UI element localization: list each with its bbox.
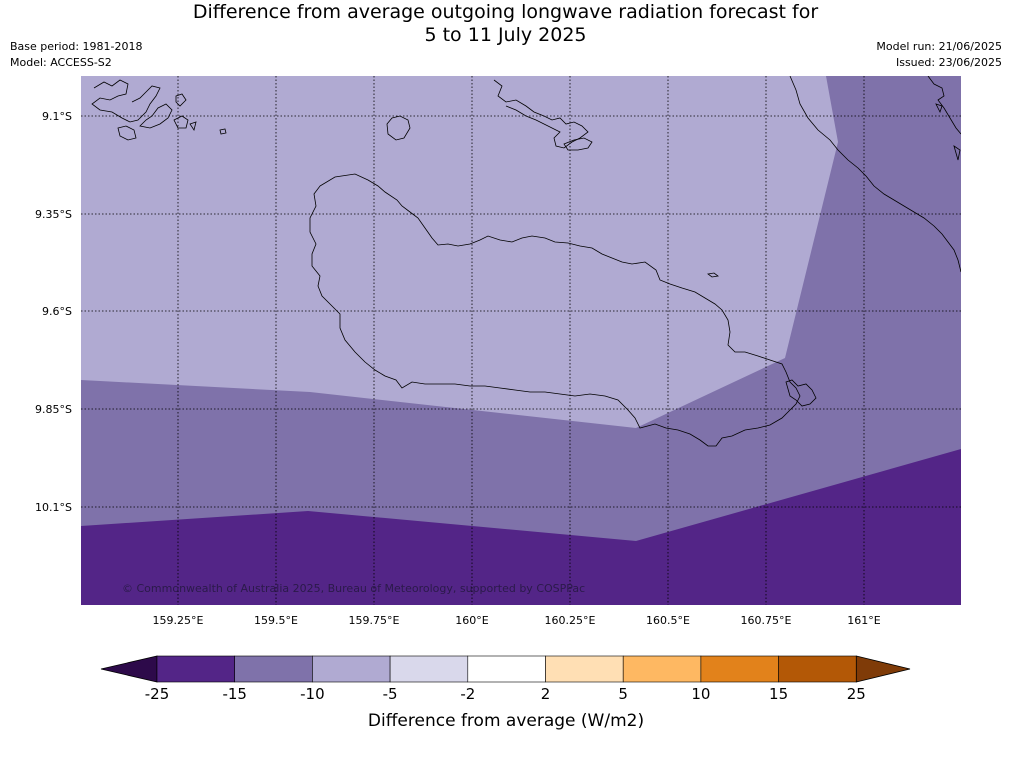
colorbar-tick-label: 25 bbox=[847, 685, 866, 703]
graticule bbox=[81, 76, 961, 605]
lon-label: 159.75°E bbox=[349, 614, 400, 627]
coastline-nw-islands-6 bbox=[189, 121, 197, 131]
coastline-ne-coast bbox=[789, 76, 961, 273]
lon-label: 160.75°E bbox=[741, 614, 792, 627]
colorbar-extend-low bbox=[100, 655, 158, 683]
copyright-notice: © Commonwealth of Australia 2025, Bureau… bbox=[122, 582, 585, 595]
lon-label: 159.25°E bbox=[153, 614, 204, 627]
model-run: Model run: 21/06/2025 bbox=[876, 40, 1002, 53]
colorbar-tick-label: 5 bbox=[618, 685, 628, 703]
base-period: Base period: 1981-2018 bbox=[10, 40, 143, 53]
longitude-labels: 159.25°E 159.5°E 159.75°E 160°E 160.25°E… bbox=[153, 614, 881, 627]
colorbar-tick-label: 10 bbox=[691, 685, 710, 703]
lon-label: 161°E bbox=[847, 614, 880, 627]
colorbar-segment bbox=[389, 655, 469, 683]
lat-label: 9.35°S bbox=[35, 208, 72, 221]
band-minus15-to-minus25 bbox=[81, 449, 961, 605]
model-name: Model: ACCESS-S2 bbox=[10, 56, 112, 69]
colorbar-tick-label: -5 bbox=[383, 685, 398, 703]
coastline-nw-islands-5 bbox=[175, 93, 187, 107]
colorbar-segment bbox=[700, 655, 779, 683]
coastline-nw-islands-4 bbox=[173, 115, 189, 129]
colorbar-segment bbox=[778, 655, 857, 683]
colorbar-tick-label: 2 bbox=[541, 685, 551, 703]
map-area: © Commonwealth of Australia 2025, Bureau… bbox=[81, 76, 961, 605]
lon-label: 160°E bbox=[455, 614, 488, 627]
coastline-islet-east bbox=[707, 272, 719, 278]
coastline-islet-west bbox=[219, 128, 227, 135]
band-minus5-to-minus10 bbox=[81, 76, 838, 428]
title-line-1: Difference from average outgoing longwav… bbox=[192, 1, 819, 23]
lat-label: 9.6°S bbox=[42, 305, 72, 318]
lon-label: 160.5°E bbox=[646, 614, 690, 627]
issued-date: Issued: 23/06/2025 bbox=[895, 56, 1002, 69]
coastline-north-islands-1 bbox=[493, 79, 589, 149]
coastline-nw-islands-3 bbox=[117, 125, 137, 141]
map-title: Difference from average outgoing longwav… bbox=[0, 0, 1011, 47]
latitude-labels: 9.1°S 9.35°S 9.6°S 9.85°S 10.1°S bbox=[35, 110, 72, 514]
coastline-ne-islets bbox=[935, 103, 961, 161]
coastline-nw-islands-2 bbox=[139, 103, 173, 129]
colorbar-extend-high bbox=[855, 655, 911, 683]
colorbar-segment bbox=[156, 655, 235, 683]
colorbar-segment bbox=[467, 655, 546, 683]
colorbar-tick-label: -2 bbox=[460, 685, 475, 703]
title-line-2: 5 to 11 July 2025 bbox=[424, 24, 587, 46]
coastline-main-island bbox=[309, 173, 801, 447]
colorbar-tick-label: -10 bbox=[300, 685, 325, 703]
meta-left: Base period: 1981-2018 Model: ACCESS-S2 bbox=[10, 39, 142, 71]
coastline-small-island-north bbox=[386, 115, 411, 141]
colorbar-tick-label: -15 bbox=[222, 685, 247, 703]
colorbar-label: Difference from average (W/m2) bbox=[368, 711, 644, 731]
meta-right: Model run: 21/06/2025 Issued: 23/06/2025 bbox=[876, 39, 1002, 71]
lat-label: 9.85°S bbox=[35, 403, 72, 416]
coastlines bbox=[91, 76, 961, 447]
colorbar-segment bbox=[234, 655, 313, 683]
colorbar: -25 -15 -10 -5 -2 2 5 10 15 25 bbox=[100, 655, 911, 703]
colorbar-segment bbox=[312, 655, 391, 683]
lon-label: 160.25°E bbox=[545, 614, 596, 627]
coastline-nw-islands-1 bbox=[91, 79, 161, 123]
coastline-east-cape bbox=[785, 379, 817, 407]
lat-label: 10.1°S bbox=[35, 501, 72, 514]
coastline-ne-island bbox=[927, 76, 961, 135]
lat-label: 9.1°S bbox=[42, 110, 72, 123]
colorbar-segment bbox=[622, 655, 702, 683]
colorbar-tick-label: -25 bbox=[145, 685, 170, 703]
colorbar-segment bbox=[545, 655, 624, 683]
lon-label: 159.5°E bbox=[254, 614, 298, 627]
colorbar-tick-label: 15 bbox=[769, 685, 788, 703]
